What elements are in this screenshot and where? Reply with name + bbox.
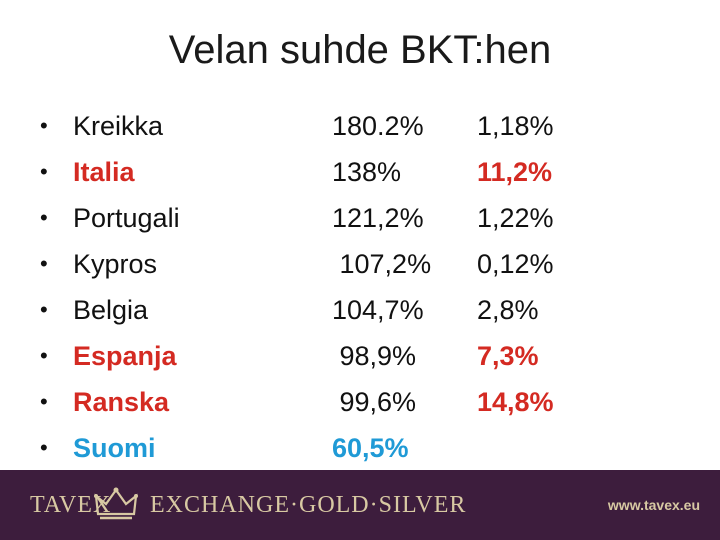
bullet-icon: •	[40, 343, 48, 368]
footer-banner: TAVEX EXCHANGE·GOLD·SILVER www.tavex.eu	[0, 470, 720, 540]
list-item: • Kreikka 180.2% 1,18%	[40, 103, 700, 149]
country-name: Ranska	[73, 387, 170, 417]
country-name: Belgia	[73, 295, 149, 325]
debt-gdp-value: 104,7%	[332, 295, 424, 325]
bullet-icon: •	[40, 205, 48, 230]
second-value: 2,8%	[477, 295, 539, 325]
second-value: 14,8%	[477, 387, 554, 417]
second-value: 1,18%	[477, 111, 554, 141]
list-item: • Suomi 60,5%	[40, 425, 700, 471]
bullet-icon: •	[40, 389, 48, 414]
bullet-icon: •	[40, 435, 48, 460]
slide: Velan suhde BKT:hen • Kreikka 180.2% 1,1…	[40, 28, 700, 471]
brand-tagline: EXCHANGE·GOLD·SILVER	[150, 492, 467, 518]
list-item: • Kypros 107,2% 0,12%	[40, 241, 700, 287]
country-name: Portugali	[73, 203, 180, 233]
debt-gdp-value: 138%	[332, 157, 402, 187]
slide-title: Velan suhde BKT:hen	[168, 28, 552, 72]
debt-gdp-value: 180.2%	[332, 111, 424, 141]
debt-gdp-value: 60,5%	[332, 433, 409, 463]
list-item: • Portugali 121,2% 1,22%	[40, 195, 700, 241]
list-item: • Italia 138% 11,2%	[40, 149, 700, 195]
second-value: 7,3%	[477, 341, 539, 371]
country-list: • Kreikka 180.2% 1,18% • Italia 138% 11,…	[40, 103, 700, 471]
bullet-icon: •	[40, 297, 48, 322]
list-item: • Espanja 98,9% 7,3%	[40, 333, 700, 379]
debt-gdp-value: 98,9%	[332, 341, 417, 371]
second-value: 0,12%	[477, 249, 554, 279]
second-value: 1,22%	[477, 203, 554, 233]
crown-icon	[94, 487, 138, 520]
country-name: Italia	[73, 157, 135, 187]
country-name: Kreikka	[73, 111, 164, 141]
debt-gdp-value: 107,2%	[332, 249, 432, 279]
bullet-icon: •	[40, 159, 48, 184]
country-name: Kypros	[73, 249, 158, 279]
debt-gdp-value: 99,6%	[332, 387, 417, 417]
country-name: Espanja	[73, 341, 177, 371]
bullet-icon: •	[40, 251, 48, 276]
list-item: • Ranska 99,6% 14,8%	[40, 379, 700, 425]
list-item: • Belgia 104,7% 2,8%	[40, 287, 700, 333]
second-value: 11,2%	[477, 157, 553, 187]
country-name: Suomi	[73, 433, 156, 463]
bullet-icon: •	[40, 113, 48, 138]
debt-gdp-value: 121,2%	[332, 203, 424, 233]
website-url[interactable]: www.tavex.eu	[607, 497, 700, 513]
